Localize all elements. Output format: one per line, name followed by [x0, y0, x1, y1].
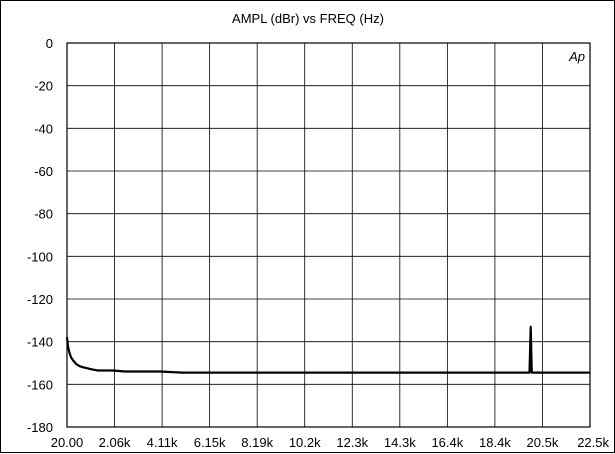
y-tick-label: -100 — [27, 249, 53, 264]
y-tick-label: -60 — [34, 164, 53, 179]
y-tick-label: -160 — [27, 377, 53, 392]
x-tick-label: 18.4k — [479, 435, 511, 450]
ap-annotation: Ap — [568, 49, 585, 64]
series-line — [65, 325, 590, 374]
x-tick-label: 20.5k — [527, 435, 559, 450]
y-tick-label: -20 — [34, 79, 53, 94]
grid — [67, 43, 590, 427]
y-tick-label: -180 — [27, 420, 53, 435]
x-tick-label: 2.06k — [99, 435, 131, 450]
x-tick-label: 16.4k — [431, 435, 463, 450]
x-tick-label: 14.3k — [384, 435, 416, 450]
x-tick-label: 8.19k — [241, 435, 273, 450]
plot-area — [66, 42, 591, 428]
y-tick-label: -80 — [34, 207, 53, 222]
y-axis-ticks: 0 -20 -40 -60 -80 -100 -120 -140 -160 -180 — [27, 36, 53, 435]
chart-title: AMPL (dBr) vs FREQ (Hz) — [232, 11, 384, 26]
y-tick-label: 0 — [46, 36, 53, 51]
x-tick-label: 20.00 — [51, 435, 84, 450]
x-tick-label: 22.5k — [577, 435, 609, 450]
x-tick-label: 10.2k — [289, 435, 321, 450]
y-tick-label: -40 — [34, 121, 53, 136]
x-tick-label: 6.15k — [194, 435, 226, 450]
x-tick-label: 4.11k — [147, 435, 178, 450]
y-tick-label: -140 — [27, 335, 53, 350]
x-tick-label: 12.3k — [336, 435, 368, 450]
x-axis-ticks: 20.00 2.06k 4.11k 6.15k 8.19k 10.2k 12.3k 14.3k… — [51, 435, 610, 450]
y-tick-label: -120 — [27, 292, 53, 307]
